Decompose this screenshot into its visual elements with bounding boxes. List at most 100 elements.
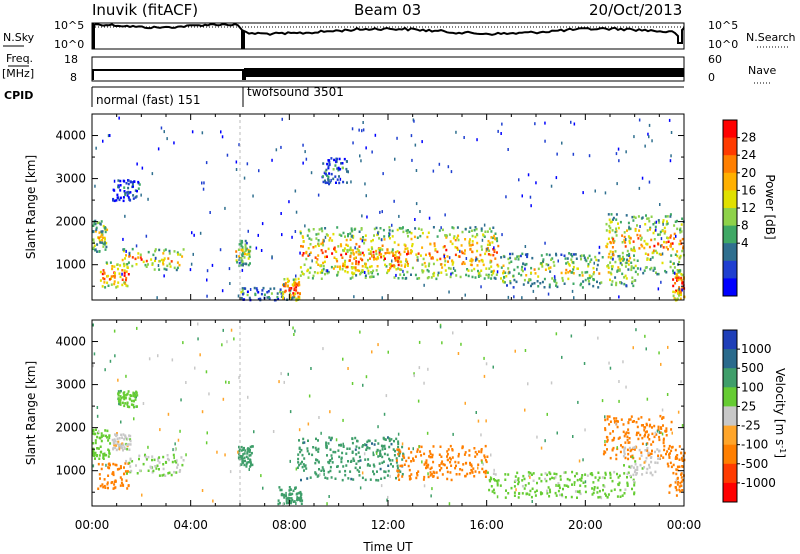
power-cell: [572, 261, 575, 264]
velocity-cell: [620, 444, 622, 447]
velocity-cell: [96, 447, 99, 450]
power-cell: [346, 250, 349, 253]
velocity-cell: [120, 466, 122, 470]
colorbar-swatch: [723, 482, 737, 503]
power-cell: [380, 255, 383, 259]
power-cell: [147, 263, 149, 266]
power-cell: [361, 214, 363, 218]
power-cell: [676, 254, 679, 258]
power-cell: [452, 226, 455, 230]
power-cell: [508, 271, 511, 274]
power-cell: [371, 247, 374, 251]
velocity-cell: [544, 477, 547, 481]
power-cell: [295, 283, 298, 286]
velocity-cell: [484, 469, 487, 473]
power-cell: [470, 260, 473, 263]
velocity-cell: [548, 495, 551, 498]
power-cell: [203, 181, 205, 185]
velocity-cell: [665, 427, 668, 430]
power-cell: [353, 272, 356, 275]
velocity-cell: [536, 481, 538, 485]
velocity-cell: [615, 422, 617, 426]
power-cell: [113, 199, 116, 203]
velocity-cell: [469, 472, 472, 475]
velocity-cell: [410, 460, 413, 463]
velocity-cell: [606, 415, 609, 418]
power-cell: [531, 256, 534, 260]
power-cell: [170, 260, 173, 263]
power-cell: [659, 203, 661, 206]
velocity-cell: [314, 461, 317, 465]
velocity-cell: [407, 456, 410, 460]
power-cell: [671, 247, 674, 251]
power-cell: [352, 266, 355, 269]
nsky-tick-high: 10^5: [54, 19, 84, 32]
velocity-cell: [675, 478, 678, 482]
power-cell: [638, 118, 641, 122]
power-cell: [117, 281, 120, 284]
power-cell: [588, 254, 591, 258]
velocity-cell: [297, 453, 300, 456]
power-cell: [444, 213, 446, 217]
velocity-cell: [96, 406, 99, 409]
velocity-cell: [430, 472, 433, 476]
velocity-cell: [662, 456, 665, 459]
power-cell: [634, 264, 637, 268]
power-cell: [341, 162, 344, 165]
velocity-cell: [468, 449, 471, 452]
power-cell: [672, 271, 675, 275]
power-cell: [127, 179, 130, 182]
velocity-cell: [532, 479, 535, 482]
power-cell: [95, 146, 97, 150]
power-cell: [457, 238, 460, 242]
velocity-cell: [681, 479, 684, 482]
velocity-cell: [546, 473, 549, 477]
power-cell: [338, 168, 341, 171]
power-cell: [240, 296, 243, 300]
power-cell: [317, 244, 320, 247]
velocity-cell: [645, 422, 648, 426]
velocity-cell: [632, 446, 635, 449]
power-cell: [306, 269, 309, 273]
velocity-cell: [648, 424, 651, 428]
power-cell: [327, 165, 330, 168]
velocity-cell: [329, 465, 332, 469]
power-cell: [373, 234, 375, 237]
velocity-cell: [288, 486, 291, 489]
power-cell: [353, 228, 356, 231]
power-cell: [407, 250, 410, 253]
velocity-cell: [555, 494, 558, 497]
time-axis-label: Time UT: [362, 540, 413, 554]
power-cell: [476, 138, 478, 142]
velocity-cell: [280, 488, 283, 492]
velocity-cell: [623, 464, 625, 467]
velocity-cell: [523, 477, 526, 481]
power-cell: [336, 274, 339, 277]
velocity-cell: [534, 490, 537, 494]
power-cell: [345, 238, 348, 242]
power-cell: [241, 287, 244, 290]
colorbar-swatch: [723, 330, 737, 350]
power-cell: [374, 133, 377, 137]
power-cell: [241, 248, 244, 251]
velocity-cell: [125, 459, 128, 463]
power-cell: [611, 229, 614, 232]
velocity-cell: [560, 493, 563, 497]
power-cell: [98, 231, 101, 234]
velocity-cell: [153, 458, 156, 462]
power-cell: [605, 245, 608, 249]
velocity-cell: [396, 469, 399, 472]
velocity-cell: [612, 430, 614, 433]
power-cell: [507, 257, 510, 261]
power-cell: [647, 253, 650, 256]
velocity-cell: [618, 399, 620, 403]
power-cell: [351, 267, 354, 270]
power-cell: [627, 221, 630, 225]
velocity-cell: [353, 459, 356, 462]
velocity-cell: [98, 457, 101, 460]
velocity-cell: [579, 492, 582, 496]
power-cell: [244, 245, 247, 248]
power-cell: [294, 278, 297, 281]
velocity-cell: [627, 428, 630, 431]
power-cell: [624, 241, 627, 244]
